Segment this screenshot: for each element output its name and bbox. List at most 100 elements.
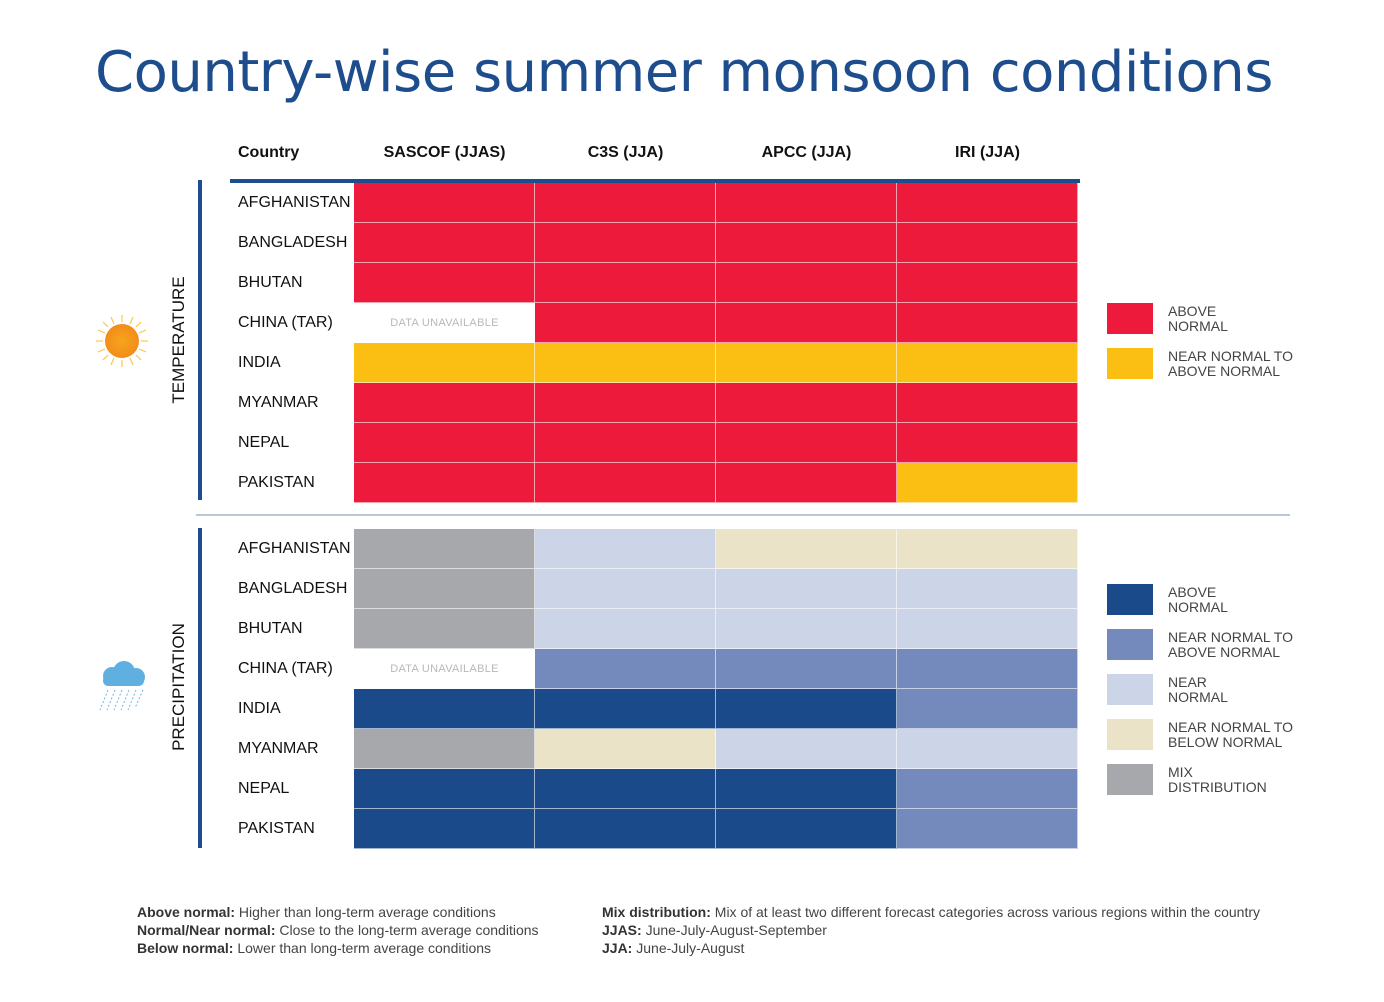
- precipitation-legend-label-near-normal-to-below-normal: NEAR NORMAL TO BELOW NORMAL: [1168, 719, 1293, 750]
- precipitation-cell-myanmar-2: [535, 729, 716, 769]
- temperature-cell-myanmar-4: [897, 383, 1078, 423]
- precipitation-cell-india-1: [354, 689, 535, 729]
- precipitation-legend-swatch-above-normal: [1107, 584, 1153, 615]
- precipitation-legend-label-near-normal-to-above-normal: NEAR NORMAL TO ABOVE NORMAL: [1168, 629, 1293, 660]
- precipitation-country-nepal: NEPAL: [238, 780, 290, 797]
- temperature-cell-pakistan-2: [535, 463, 716, 503]
- temperature-cell-afghanistan-1: [354, 183, 535, 223]
- precipitation-cell-china-tar-2: [535, 649, 716, 689]
- rain-cloud-icon: [99, 661, 145, 711]
- precipitation-cell-myanmar-1: [354, 729, 535, 769]
- header-rule: [230, 179, 1080, 183]
- temperature-legend-label-near-normal-to-above-normal: NEAR NORMAL TO ABOVE NORMAL: [1168, 348, 1293, 379]
- header-country: Country: [238, 144, 300, 161]
- temperature-cell-myanmar-3: [716, 383, 897, 423]
- section-divider: [196, 514, 1290, 516]
- precipitation-legend-label-mix-distribution: MIX DISTRIBUTION: [1168, 764, 1267, 795]
- precipitation-country-myanmar: MYANMAR: [238, 740, 319, 757]
- temperature-cell-india-2: [535, 343, 716, 383]
- precipitation-cell-pakistan-3: [716, 809, 897, 849]
- precipitation-cell-pakistan-1: [354, 809, 535, 849]
- temperature-cell-nepal-3: [716, 423, 897, 463]
- precipitation-legend-swatch-near-normal-to-below-normal: [1107, 719, 1153, 750]
- temperature-cell-india-3: [716, 343, 897, 383]
- temperature-country-afghanistan: AFGHANISTAN: [238, 194, 351, 211]
- note-mix-distribution: Mix distribution: Mix of at least two di…: [602, 904, 1261, 920]
- precipitation-cell-pakistan-4: [897, 809, 1078, 849]
- precipitation-country-india: INDIA: [238, 700, 281, 717]
- temperature-cell-afghanistan-4: [897, 183, 1078, 223]
- precipitation-cell-china-tar-3: [716, 649, 897, 689]
- temperature-cell-china-tar-2: [535, 303, 716, 343]
- temperature-cell-bangladesh-4: [897, 223, 1078, 263]
- temperature-cell-pakistan-3: [716, 463, 897, 503]
- precipitation-cell-china-tar-4: [897, 649, 1078, 689]
- temperature-cell-bangladesh-1: [354, 223, 535, 263]
- precipitation-cell-afghanistan-2: [535, 529, 716, 569]
- precipitation-legend-swatch-mix-distribution: [1107, 764, 1153, 795]
- precipitation-cell-india-2: [535, 689, 716, 729]
- precipitation-cell-nepal-1: [354, 769, 535, 809]
- temperature-cell-bhutan-2: [535, 263, 716, 303]
- precipitation-section-bar: [198, 528, 202, 848]
- precipitation-legend-label-above-normal: ABOVE NORMAL: [1168, 584, 1228, 615]
- temperature-country-bangladesh: BANGLADESH: [238, 234, 348, 251]
- precipitation-cell-china-tar-1: DATA UNAVAILABLE: [354, 649, 535, 689]
- precipitation-cell-afghanistan-1: [354, 529, 535, 569]
- note-above-normal: Above normal: Higher than long-term aver…: [137, 904, 496, 920]
- temperature-cell-myanmar-2: [535, 383, 716, 423]
- temperature-legend-label-above-normal: ABOVE NORMAL: [1168, 303, 1228, 334]
- temperature-country-myanmar: MYANMAR: [238, 394, 319, 411]
- note-near-normal: Normal/Near normal: Close to the long-te…: [137, 922, 539, 938]
- temperature-cell-nepal-4: [897, 423, 1078, 463]
- temperature-cell-bhutan-3: [716, 263, 897, 303]
- precipitation-country-afghanistan: AFGHANISTAN: [238, 540, 351, 557]
- header-sascof: SASCOF (JJAS): [383, 144, 506, 161]
- note-jjas: JJAS: June-July-August-September: [602, 922, 827, 938]
- precipitation-cell-afghanistan-4: [897, 529, 1078, 569]
- temperature-country-india: INDIA: [238, 354, 281, 371]
- precipitation-country-bhutan: BHUTAN: [238, 620, 303, 637]
- note-below-normal: Below normal: Lower than long-term avera…: [137, 940, 492, 956]
- precipitation-cell-nepal-3: [716, 769, 897, 809]
- temperature-cell-myanmar-1: [354, 383, 535, 423]
- temperature-cell-bangladesh-2: [535, 223, 716, 263]
- precipitation-cell-bangladesh-1: [354, 569, 535, 609]
- temperature-cell-nepal-1: [354, 423, 535, 463]
- precipitation-cell-bhutan-1: [354, 609, 535, 649]
- precipitation-legend-swatch-near-normal: [1107, 674, 1153, 705]
- temperature-cell-pakistan-1: [354, 463, 535, 503]
- temperature-cell-afghanistan-3: [716, 183, 897, 223]
- precipitation-section-label: PRECIPITATION: [169, 623, 188, 751]
- temperature-cell-india-4: [897, 343, 1078, 383]
- precipitation-cell-bangladesh-3: [716, 569, 897, 609]
- header-apcc: APCC (JJA): [761, 144, 852, 161]
- precipitation-cell-afghanistan-3: [716, 529, 897, 569]
- temperature-cell-pakistan-4: [897, 463, 1078, 503]
- precipitation-cell-bangladesh-4: [897, 569, 1078, 609]
- sun-icon: [96, 315, 148, 367]
- page-title: Country-wise summer monsoon conditions: [95, 40, 1273, 105]
- precipitation-country-china-tar: CHINA (TAR): [238, 660, 333, 677]
- precipitation-cell-india-3: [716, 689, 897, 729]
- precipitation-cell-bhutan-4: [897, 609, 1078, 649]
- temperature-country-bhutan: BHUTAN: [238, 274, 303, 291]
- precipitation-cell-bhutan-3: [716, 609, 897, 649]
- precipitation-country-bangladesh: BANGLADESH: [238, 580, 348, 597]
- precipitation-cell-nepal-4: [897, 769, 1078, 809]
- precipitation-cell-nepal-2: [535, 769, 716, 809]
- temperature-cell-china-tar-3: [716, 303, 897, 343]
- temperature-legend-swatch-above-normal: [1107, 303, 1153, 334]
- temperature-cell-india-1: [354, 343, 535, 383]
- precipitation-legend-swatch-near-normal-to-above-normal: [1107, 629, 1153, 660]
- temperature-cell-afghanistan-2: [535, 183, 716, 223]
- temperature-country-pakistan: PAKISTAN: [238, 474, 315, 491]
- precipitation-cell-myanmar-4: [897, 729, 1078, 769]
- precipitation-cell-bhutan-2: [535, 609, 716, 649]
- temperature-cell-china-tar-1: DATA UNAVAILABLE: [354, 303, 535, 343]
- temperature-cell-nepal-2: [535, 423, 716, 463]
- temperature-cell-china-tar-4: [897, 303, 1078, 343]
- header-c3s: C3S (JJA): [587, 144, 664, 161]
- precipitation-legend-label-near-normal: NEAR NORMAL: [1168, 674, 1228, 705]
- precipitation-country-pakistan: PAKISTAN: [238, 820, 315, 837]
